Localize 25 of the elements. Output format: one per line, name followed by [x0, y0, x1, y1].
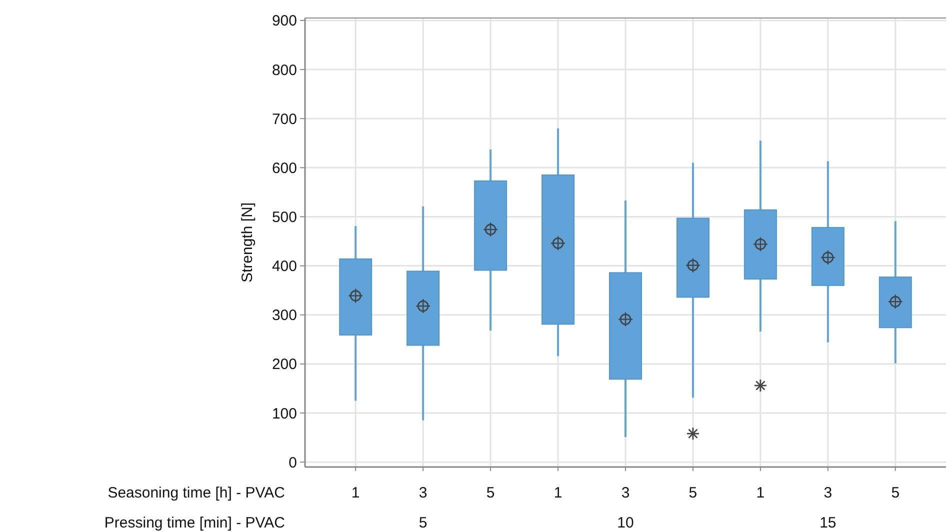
text: 5: [418, 514, 428, 532]
y-tick-label: 300: [272, 307, 297, 324]
x-axis-title: Seasoning time [h] - PVAC: [108, 484, 286, 502]
x-tick-label: 3: [621, 484, 630, 502]
y-tick-label: 600: [272, 160, 297, 177]
y-tick-label: 800: [272, 62, 297, 79]
x-tick-label: 1: [756, 484, 765, 502]
y-tick-label: 500: [272, 208, 297, 226]
y-tick-label: 100: [272, 405, 297, 422]
x-tick-label: 5: [486, 484, 495, 502]
x-tick-label: 1: [554, 484, 562, 502]
text: 10: [617, 514, 634, 532]
y-tick-label: 400: [272, 258, 297, 276]
y-tick-label: 900: [272, 12, 297, 30]
x-tick-label: 3: [418, 484, 428, 502]
x-tick-label: 1: [351, 484, 360, 502]
y-tick-label: 700: [272, 110, 297, 128]
x-tick-label: 5: [688, 484, 698, 502]
y-tick-label: 200: [272, 356, 297, 374]
x-tick-label: 5: [891, 484, 900, 502]
x-tick-label: 3: [824, 484, 832, 502]
y-axis-title: Strength [N]: [239, 202, 256, 283]
y-tick-label: 0: [288, 454, 297, 472]
text: 15: [820, 514, 836, 532]
text: Pressing time [min] - PVAC: [104, 514, 286, 532]
